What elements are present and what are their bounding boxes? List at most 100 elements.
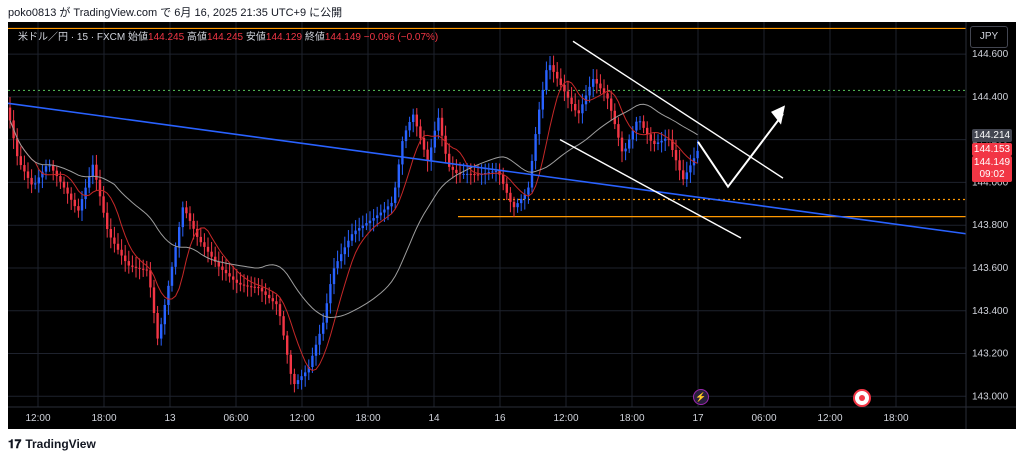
candle-body: [55, 170, 58, 177]
candle-body: [602, 88, 606, 94]
candle-body: [538, 109, 541, 135]
symbol-legend: 米ドル／円 · 15 · FXCM 始値144.245 高値144.245 安値…: [18, 28, 438, 43]
candle-body: [512, 201, 516, 208]
candle-body: [174, 247, 177, 267]
candle-body: [682, 170, 685, 180]
price-tick-label: 143.400: [972, 306, 1009, 317]
candle-body: [347, 240, 350, 248]
candle-body: [570, 97, 573, 104]
candle-body: [41, 171, 44, 178]
economic-event-icon[interactable]: [853, 389, 871, 407]
candle-body: [210, 251, 213, 257]
candle-body: [635, 121, 638, 131]
channel-upper-line: [572, 40, 784, 179]
price-tick-label: 143.600: [972, 263, 1009, 274]
currency-button[interactable]: JPY: [970, 26, 1008, 48]
tradingview-logo[interactable]: 𝟏𝟕 TradingView: [8, 437, 96, 452]
candle-body: [138, 267, 141, 269]
candle-body: [16, 138, 19, 157]
candle-body: [408, 122, 411, 131]
time-tick-label: 06:00: [223, 413, 248, 424]
candle-body: [116, 243, 120, 250]
candle-body: [642, 121, 645, 128]
candle-body: [404, 130, 408, 142]
lightning-event-icon[interactable]: ⚡: [693, 389, 709, 405]
candle-body: [433, 130, 436, 148]
candle-body: [278, 304, 282, 317]
candle-body: [37, 177, 40, 184]
candle-body: [106, 212, 109, 229]
candle-body: [185, 207, 188, 214]
candle-body: [336, 261, 339, 269]
candle-body: [574, 103, 577, 111]
candle-body: [300, 376, 303, 381]
candle-body: [379, 212, 382, 216]
candle-body: [91, 164, 94, 177]
candle-body: [145, 269, 148, 271]
candle-body: [235, 279, 238, 283]
close-label: 終値: [304, 32, 325, 43]
candle-body: [451, 166, 454, 170]
candle-body: [113, 237, 116, 244]
candle-body: [469, 173, 472, 175]
candle-body: [163, 304, 166, 325]
candle-body: [386, 206, 390, 210]
candle-body: [23, 165, 26, 172]
candle-body: [149, 270, 152, 288]
candle-body: [556, 71, 559, 79]
candle-body: [548, 65, 552, 71]
candle-body: [620, 137, 624, 152]
slow-ma-line: [9, 103, 698, 319]
candle-body: [685, 172, 688, 180]
candle-body: [606, 93, 609, 99]
candle-body: [73, 199, 76, 207]
candle-body: [239, 282, 242, 285]
chart-canvas[interactable]: 144.600144.400144.200144.000143.800143.6…: [8, 22, 1016, 429]
candle-body: [307, 366, 310, 373]
candle-body: [134, 266, 138, 268]
candle-body: [516, 203, 519, 208]
candle-body: [448, 153, 451, 167]
candle-body: [678, 160, 681, 171]
candle-body: [88, 176, 91, 188]
symbol-name: 米ドル／円 · 15 · FXCM: [18, 32, 126, 43]
chart-pane[interactable]: 144.600144.400144.200144.000143.800143.6…: [8, 22, 1016, 429]
candle-body: [505, 183, 508, 193]
candle-body: [368, 220, 372, 224]
candle-body: [545, 70, 548, 90]
time-tick-label: 16: [494, 413, 506, 424]
candle-body: [358, 228, 361, 231]
candle-body: [264, 291, 267, 295]
candle-body: [656, 142, 660, 145]
change-value: −0.096 (−0.07%): [363, 32, 439, 43]
candle-body: [142, 268, 145, 270]
footer-bar: 𝟏𝟕 TradingView: [0, 429, 1024, 457]
publish-header: poko0813 が TradingView.com で 6月 16, 2025…: [0, 0, 1024, 22]
candle-body: [455, 169, 458, 173]
candle-body: [689, 165, 692, 173]
candle-body: [127, 261, 130, 266]
candle-body: [325, 303, 328, 323]
candle-body: [289, 354, 292, 374]
price-tick-label: 144.400: [972, 92, 1009, 103]
price-tag-gray: 144.214: [972, 129, 1012, 142]
candle-body: [462, 173, 465, 175]
candle-body: [48, 165, 51, 167]
candle-body: [199, 236, 202, 243]
close-value: 144.149: [324, 32, 361, 43]
candle-body: [624, 148, 627, 152]
candle-body: [156, 313, 159, 339]
price-tick-label: 143.800: [972, 220, 1009, 231]
channel-lower-line: [559, 139, 742, 239]
time-tick-label: 18:00: [91, 413, 116, 424]
candle-body: [322, 322, 325, 334]
price-tick-label: 143.000: [972, 391, 1009, 402]
candle-body: [390, 202, 393, 207]
projection-arrow: [697, 113, 784, 189]
candle-body: [476, 174, 480, 176]
candle-body: [8, 107, 12, 121]
candle-body: [30, 177, 33, 185]
price-tag-countdown: 09:02: [979, 169, 1005, 180]
candle-body: [224, 269, 228, 274]
candle-body: [257, 287, 260, 289]
